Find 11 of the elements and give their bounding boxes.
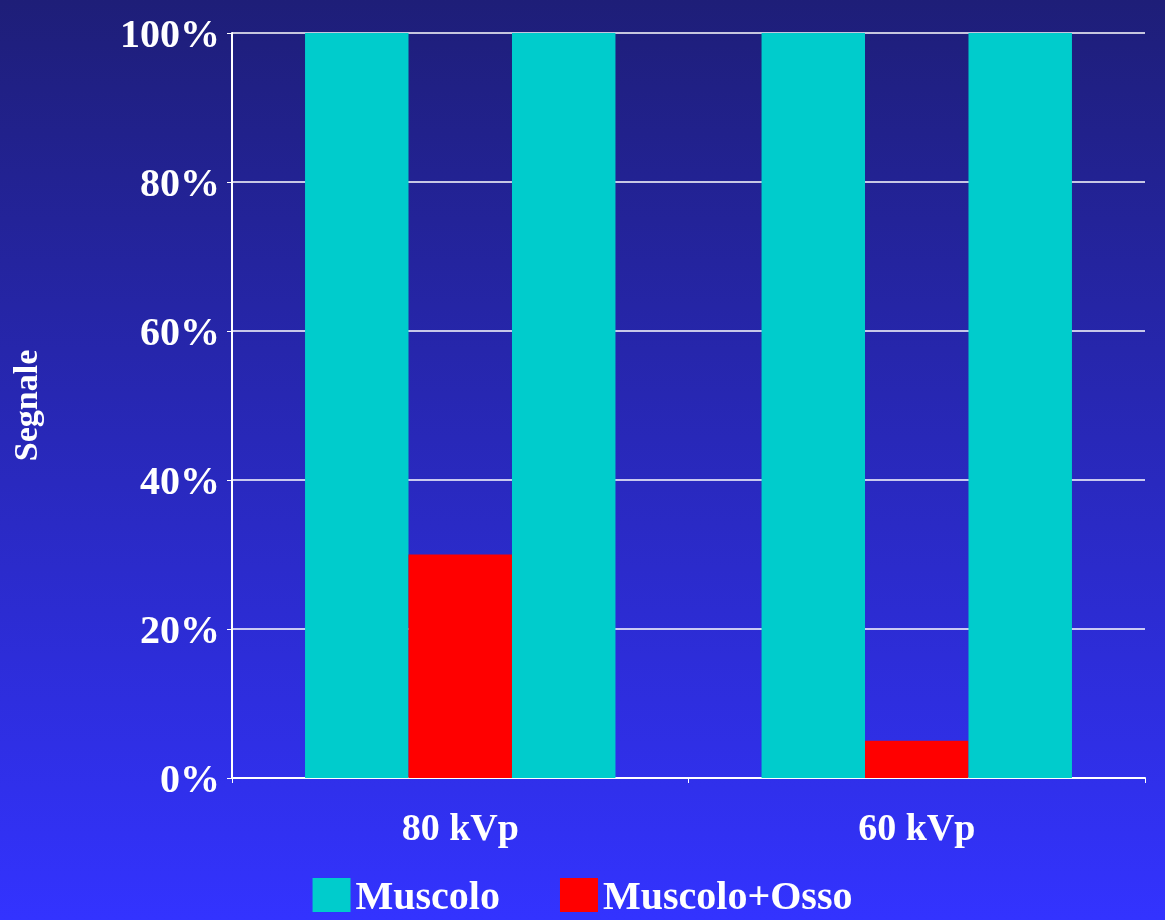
y-tick-label: 60% bbox=[140, 308, 220, 354]
y-tick-label: 40% bbox=[140, 457, 220, 503]
y-axis-title: Segnale bbox=[6, 349, 44, 462]
y-tick-label: 0% bbox=[160, 755, 220, 801]
y-tick-label: 80% bbox=[140, 159, 220, 205]
y-tick-label: 20% bbox=[140, 606, 220, 652]
y-tick-label: 100% bbox=[120, 10, 220, 56]
legend-label: Muscolo+Osso bbox=[602, 872, 853, 918]
x-tick-label: 60 kVp bbox=[858, 806, 976, 848]
x-tick-label: 80 kVp bbox=[401, 806, 519, 848]
legend-label: Muscolo bbox=[355, 872, 500, 918]
